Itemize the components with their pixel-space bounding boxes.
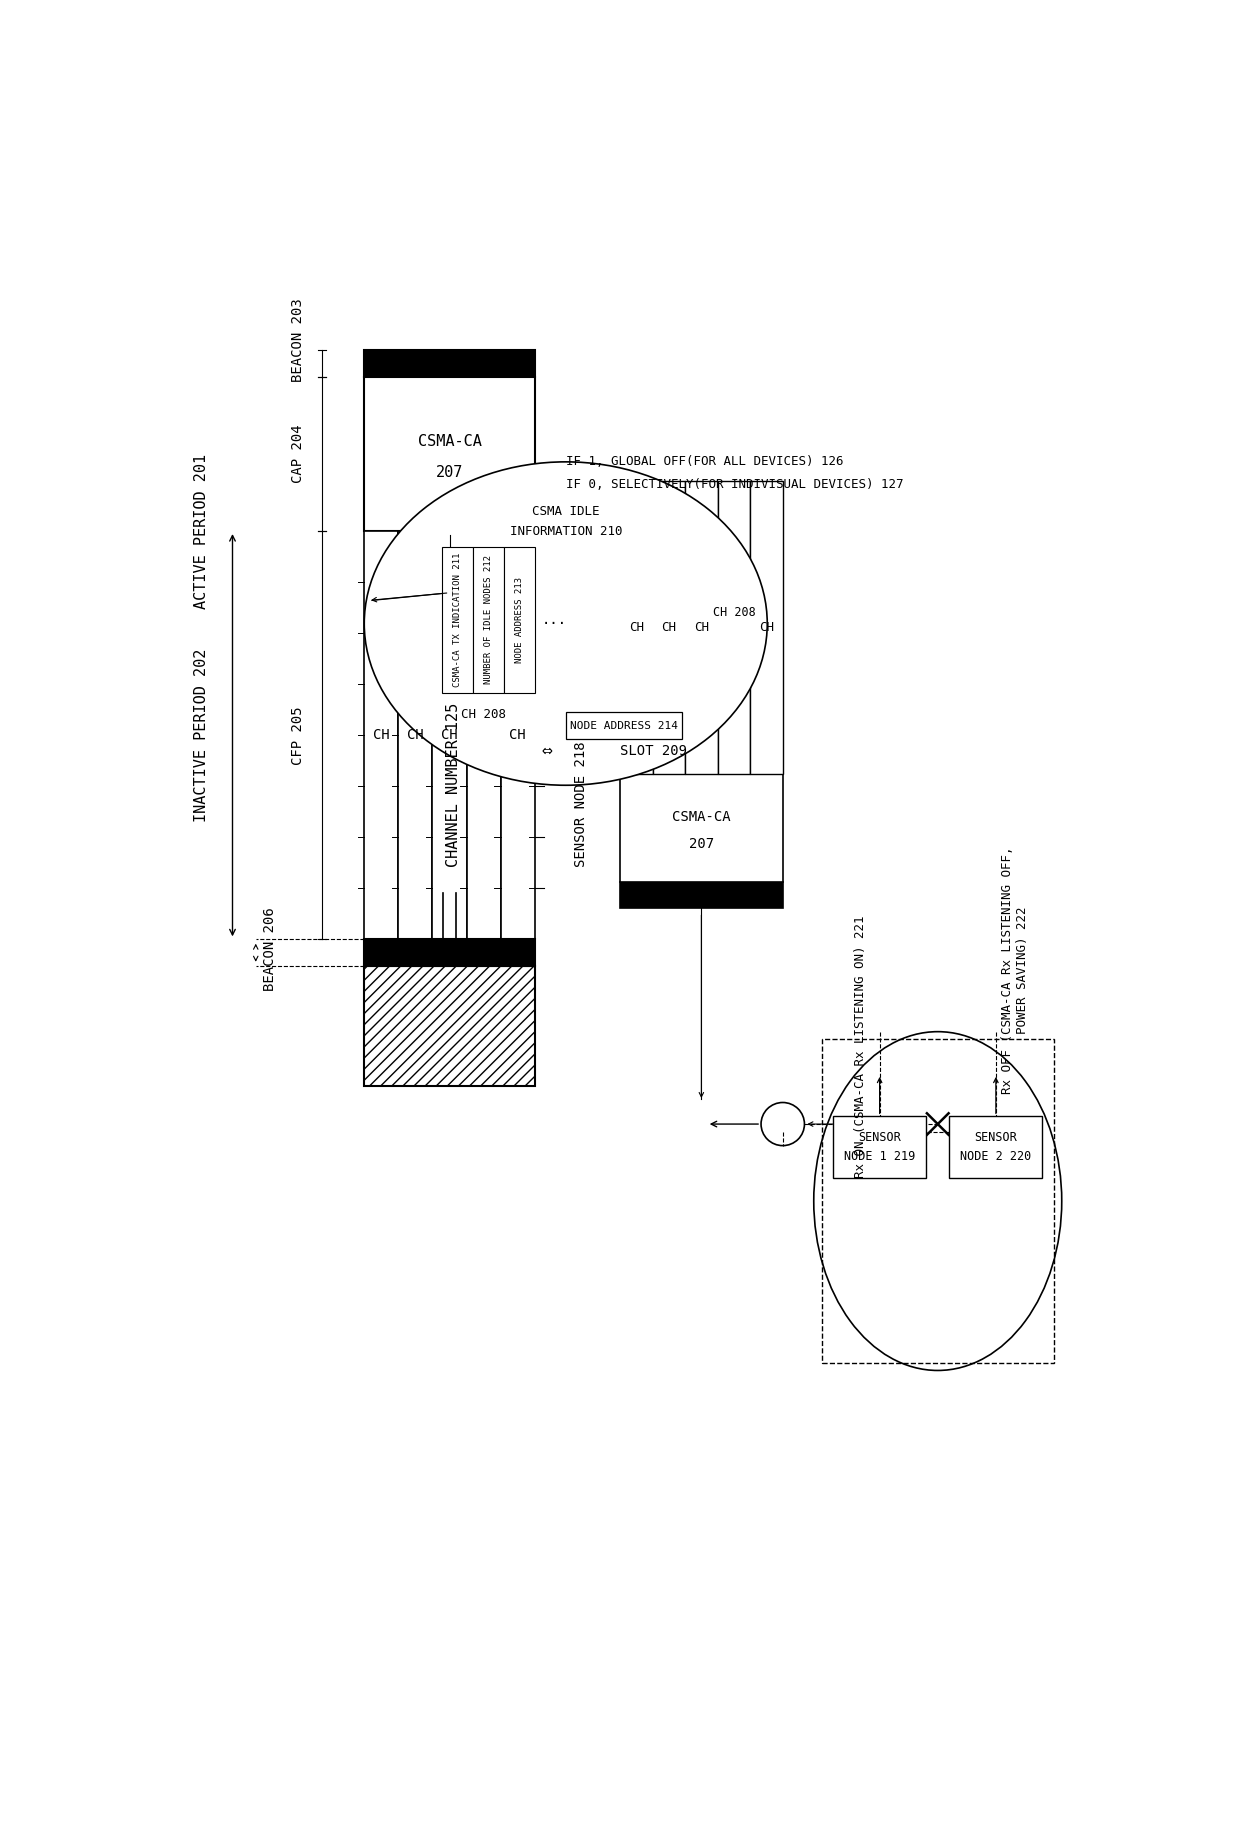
Bar (821, 1040, 1054, 1363)
Text: CSMA-CA: CSMA-CA (418, 435, 481, 449)
Text: SENSOR NODE 218: SENSOR NODE 218 (574, 741, 588, 867)
Bar (620, 774, 782, 882)
Bar (365, 350, 534, 378)
Bar (398, 532, 433, 939)
Bar (365, 967, 534, 1086)
Bar (472, 547, 503, 693)
Text: INFORMATION 210: INFORMATION 210 (510, 525, 622, 537)
Bar (620, 882, 782, 908)
Bar (503, 547, 534, 693)
Text: SLOT 209: SLOT 209 (620, 743, 687, 757)
Text: BEACON 206: BEACON 206 (263, 908, 277, 990)
Bar (466, 532, 501, 939)
Text: CH: CH (441, 728, 458, 743)
Bar (365, 939, 534, 967)
Text: Rx OFF (CSMA-CA Rx LISTENING OFF,
POWER SAVING) 222: Rx OFF (CSMA-CA Rx LISTENING OFF, POWER … (1001, 845, 1029, 1093)
Text: CSMA-CA TX INDICATION 211: CSMA-CA TX INDICATION 211 (453, 552, 461, 688)
Bar (433, 532, 466, 939)
Bar (833, 1117, 926, 1177)
Text: 207: 207 (435, 466, 464, 481)
Text: BEACON 203: BEACON 203 (291, 299, 305, 383)
Text: CSMA-CA: CSMA-CA (672, 811, 730, 823)
Text: CHANNEL NUMBER 125: CHANNEL NUMBER 125 (446, 702, 461, 867)
Text: CH: CH (661, 622, 676, 635)
Text: Rx ON (CSMA-CA Rx LISTENING ON) 221: Rx ON (CSMA-CA Rx LISTENING ON) 221 (854, 915, 867, 1177)
Bar (365, 532, 398, 939)
Text: NODE 1 219: NODE 1 219 (844, 1150, 915, 1163)
Text: ACTIVE PERIOD 201: ACTIVE PERIOD 201 (193, 453, 210, 609)
Text: CH: CH (407, 728, 424, 743)
Text: CH: CH (629, 622, 644, 635)
Text: CH: CH (694, 622, 709, 635)
Text: CH: CH (373, 728, 389, 743)
Text: ⇔: ⇔ (541, 741, 552, 759)
Text: SENSOR: SENSOR (975, 1132, 1017, 1144)
Bar (950, 1117, 1043, 1177)
Text: NODE ADDRESS 213: NODE ADDRESS 213 (515, 576, 523, 662)
Text: CAP 204: CAP 204 (291, 425, 305, 484)
Text: INACTIVE PERIOD 202: INACTIVE PERIOD 202 (193, 649, 210, 822)
Bar (565, 712, 682, 739)
Bar (652, 481, 684, 774)
Text: CH 208: CH 208 (461, 708, 506, 721)
Text: IF 1, GLOBAL OFF(FOR ALL DEVICES) 126: IF 1, GLOBAL OFF(FOR ALL DEVICES) 126 (565, 455, 843, 468)
Bar (750, 481, 782, 774)
Bar (441, 547, 472, 693)
Text: CFP 205: CFP 205 (291, 706, 305, 765)
Text: IF 0, SELECTIVELY(FOR INDIVISUAL DEVICES) 127: IF 0, SELECTIVELY(FOR INDIVISUAL DEVICES… (565, 479, 903, 492)
Text: NODE 2 220: NODE 2 220 (960, 1150, 1032, 1163)
Text: 207: 207 (688, 836, 714, 851)
Ellipse shape (365, 462, 768, 785)
Bar (718, 481, 750, 774)
Text: CH 208: CH 208 (713, 607, 755, 620)
Bar (620, 481, 652, 774)
Bar (365, 378, 534, 532)
Bar (501, 532, 534, 939)
Text: CH: CH (510, 728, 526, 743)
Text: CSMA IDLE: CSMA IDLE (532, 506, 599, 519)
Text: ...: ... (542, 613, 567, 627)
Bar (684, 481, 718, 774)
Text: NODE ADDRESS 214: NODE ADDRESS 214 (570, 721, 678, 730)
Text: SENSOR: SENSOR (858, 1132, 901, 1144)
Text: CH: CH (759, 622, 774, 635)
Text: NUMBER OF IDLE NODES 212: NUMBER OF IDLE NODES 212 (484, 556, 492, 684)
